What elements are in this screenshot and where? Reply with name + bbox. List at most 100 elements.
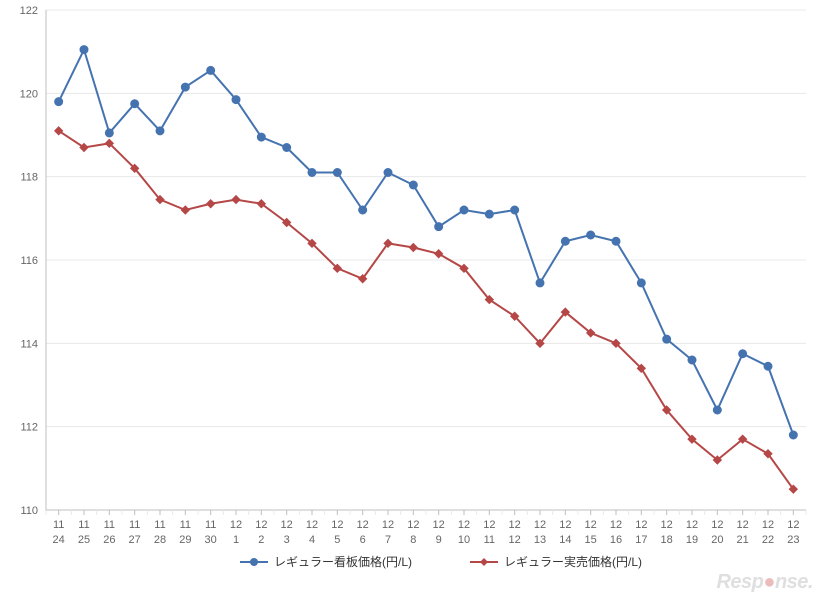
x-axis-label-day: 28 [154,534,166,546]
x-axis-label-day: 3 [284,534,290,546]
y-axis-label: 120 [20,88,38,100]
series-marker-0 [485,210,493,218]
x-axis-label-day: 15 [585,534,597,546]
x-axis-label-month: 12 [737,519,749,531]
series-marker-0 [232,96,240,104]
x-axis-label-month: 12 [255,519,267,531]
x-axis-label-day: 25 [78,534,90,546]
x-axis-label-day: 13 [534,534,546,546]
x-axis-label-day: 6 [360,534,366,546]
y-axis-label: 122 [20,5,38,17]
x-axis-label-day: 1 [233,534,239,546]
x-axis-label-month: 11 [205,519,216,531]
x-axis-label-day: 10 [458,534,470,546]
x-axis-label-month: 12 [711,519,723,531]
series-marker-0 [637,279,645,287]
x-axis-label-day: 26 [103,534,115,546]
series-marker-0 [384,169,392,177]
chart-container: 1101121141161181201221124112511261127112… [0,0,821,598]
x-axis-label-month: 12 [585,519,597,531]
series-marker-0 [435,223,443,231]
x-axis-label-day: 11 [484,534,495,546]
x-axis-label-month: 12 [357,519,369,531]
series-marker-0 [536,279,544,287]
x-axis-label-month: 12 [686,519,698,531]
x-axis-label-day: 8 [410,534,416,546]
series-marker-0 [55,98,63,106]
series-marker-0 [207,66,215,74]
series-marker-0 [561,237,569,245]
x-axis-label-day: 23 [787,534,799,546]
x-axis-label-day: 17 [635,534,647,546]
series-marker-0 [105,129,113,137]
series-marker-0 [409,181,417,189]
x-axis-label-month: 12 [787,519,799,531]
series-marker-0 [460,206,468,214]
x-axis-label-day: 18 [661,534,673,546]
y-axis-label: 118 [20,172,38,184]
x-axis-label-day: 2 [258,534,264,546]
x-axis-label-month: 11 [180,519,191,531]
x-axis-label-day: 19 [686,534,698,546]
series-marker-0 [333,169,341,177]
x-axis-label-month: 12 [762,519,774,531]
series-marker-0 [612,237,620,245]
series-marker-0 [359,206,367,214]
x-axis-label-month: 11 [78,519,89,531]
x-axis-label-month: 12 [483,519,495,531]
x-axis-label-month: 11 [129,519,140,531]
x-axis-label-month: 12 [635,519,647,531]
x-axis-label-day: 24 [53,534,65,546]
series-marker-0 [131,100,139,108]
series-marker-0 [764,362,772,370]
series-marker-0 [156,127,164,135]
x-axis-label-month: 12 [559,519,571,531]
x-axis-label-month: 12 [433,519,445,531]
x-axis-label-day: 29 [179,534,191,546]
x-axis-label-month: 12 [331,519,343,531]
series-marker-0 [80,46,88,54]
x-axis-label-day: 12 [509,534,521,546]
series-marker-0 [181,83,189,91]
x-axis-label-day: 22 [762,534,774,546]
x-axis-label-month: 12 [534,519,546,531]
x-axis-label-day: 20 [711,534,723,546]
y-axis-label: 114 [20,338,38,350]
x-axis-label-day: 5 [334,534,340,546]
legend-label-1: レギュラー実売価格(円/L) [504,554,642,569]
x-axis-label-day: 30 [205,534,217,546]
x-axis-label-month: 11 [154,519,165,531]
x-axis-label-month: 11 [53,519,64,531]
x-axis-label-month: 12 [382,519,394,531]
x-axis-label-month: 12 [458,519,470,531]
x-axis-label-day: 27 [129,534,141,546]
x-axis-label-month: 11 [104,519,115,531]
x-axis-label-day: 9 [436,534,442,546]
series-marker-0 [713,406,721,414]
series-marker-0 [688,356,696,364]
x-axis-label-day: 21 [737,534,749,546]
series-marker-0 [257,133,265,141]
x-axis-label-month: 12 [281,519,293,531]
series-marker-0 [789,431,797,439]
series-marker-0 [663,335,671,343]
x-axis-label-day: 16 [610,534,622,546]
x-axis-label-month: 12 [407,519,419,531]
legend-label-0: レギュラー看板価格(円/L) [274,554,412,569]
y-axis-label: 112 [20,422,38,434]
x-axis-label-day: 4 [309,534,315,546]
x-axis-label-month: 12 [230,519,242,531]
series-marker-0 [739,350,747,358]
x-axis-label-month: 12 [610,519,622,531]
series-marker-0 [511,206,519,214]
x-axis-label-month: 12 [509,519,521,531]
series-marker-0 [283,144,291,152]
y-axis-label: 110 [20,505,38,517]
line-chart: 1101121141161181201221124112511261127112… [0,0,821,598]
series-marker-0 [308,169,316,177]
x-axis-label-month: 12 [306,519,318,531]
x-axis-label-day: 14 [559,534,571,546]
y-axis-label: 116 [20,255,38,267]
series-marker-0 [587,231,595,239]
x-axis-label-month: 12 [661,519,673,531]
